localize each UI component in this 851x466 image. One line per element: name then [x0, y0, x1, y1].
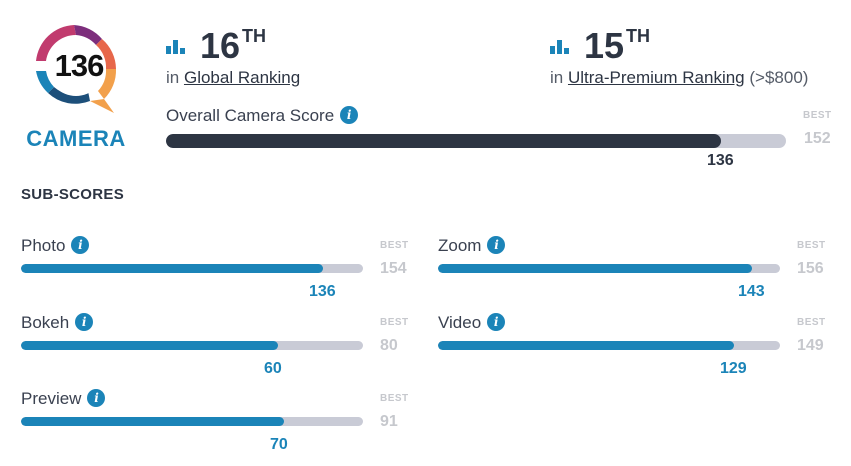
overall-best-value: 152: [804, 130, 831, 147]
global-ranking: 16 TH in Global Ranking: [166, 25, 301, 87]
video-best-value: 149: [797, 337, 824, 354]
photo-score-value: 136: [309, 283, 336, 300]
global-rank-number: 16 TH: [200, 25, 267, 66]
bar-chart-icon: [166, 40, 185, 54]
overall-score-bar: [166, 134, 786, 148]
global-ranking-link[interactable]: Global Ranking: [183, 68, 301, 87]
ultra-premium-ranking: 15 TH in Ultra-Premium Ranking (>$800): [550, 25, 809, 87]
bokeh-score-bar: [21, 341, 363, 350]
badge-label: CAMERA: [26, 126, 126, 151]
overall-score-fill: [166, 134, 721, 148]
photo-score-bar: [21, 264, 363, 273]
preview-label-text: Preview: [21, 389, 82, 408]
info-icon[interactable]: i: [340, 106, 359, 124]
preview-best-label: BEST: [380, 393, 409, 404]
bokeh-score-fill: [21, 341, 278, 350]
video-best-label: BEST: [797, 317, 826, 328]
preview-score-bar: [21, 417, 363, 426]
sub-scores-title: SUB-SCORES: [21, 186, 125, 203]
zoom-score-bar: [438, 264, 780, 273]
ultra-premium-rank-number: 15 TH: [584, 25, 651, 66]
bokeh-label-text: Bokeh: [21, 313, 70, 332]
bokeh-label: Bokeh i: [21, 313, 94, 333]
video-score-value: 129: [720, 360, 747, 377]
preview-best-value: 91: [380, 413, 398, 430]
photo-score-fill: [21, 264, 323, 273]
bokeh-best-label: BEST: [380, 317, 409, 328]
preview-label: Preview i: [21, 389, 106, 409]
photo-label-text: Photo: [21, 236, 66, 255]
photo-label: Photo i: [21, 236, 90, 256]
badge-score: 136: [54, 48, 105, 83]
preview-score-value: 70: [270, 436, 288, 453]
photo-best-value: 154: [380, 260, 407, 277]
zoom-score-value: 143: [738, 283, 765, 300]
bar-chart-icon: [550, 40, 569, 54]
info-icon[interactable]: i: [71, 236, 90, 254]
bokeh-score-value: 60: [264, 360, 282, 377]
info-icon[interactable]: i: [487, 313, 506, 331]
preview-score-fill: [21, 417, 284, 426]
overall-score-value: 136: [707, 152, 734, 169]
bokeh-best-value: 80: [380, 337, 398, 354]
ultra-premium-ranking-link[interactable]: Ultra-Premium Ranking: [567, 68, 745, 87]
zoom-label: Zoom i: [438, 236, 506, 256]
info-icon[interactable]: i: [87, 389, 106, 407]
video-score-bar: [438, 341, 780, 350]
zoom-label-text: Zoom: [438, 236, 482, 255]
photo-best-label: BEST: [380, 240, 409, 251]
zoom-best-label: BEST: [797, 240, 826, 251]
info-icon[interactable]: i: [75, 313, 94, 331]
video-label: Video i: [438, 313, 506, 333]
score-ring-icon: [36, 25, 117, 113]
video-label-text: Video: [438, 313, 482, 332]
overall-score-label: Overall Camera Score i: [166, 106, 359, 126]
video-score-fill: [438, 341, 734, 350]
zoom-score-fill: [438, 264, 752, 273]
info-icon[interactable]: i: [487, 236, 506, 254]
camera-score-badge: 136 CAMERA: [20, 17, 132, 151]
zoom-best-value: 156: [797, 260, 824, 277]
overall-best-label: BEST: [803, 110, 832, 121]
price-range: (>$800): [749, 68, 809, 87]
